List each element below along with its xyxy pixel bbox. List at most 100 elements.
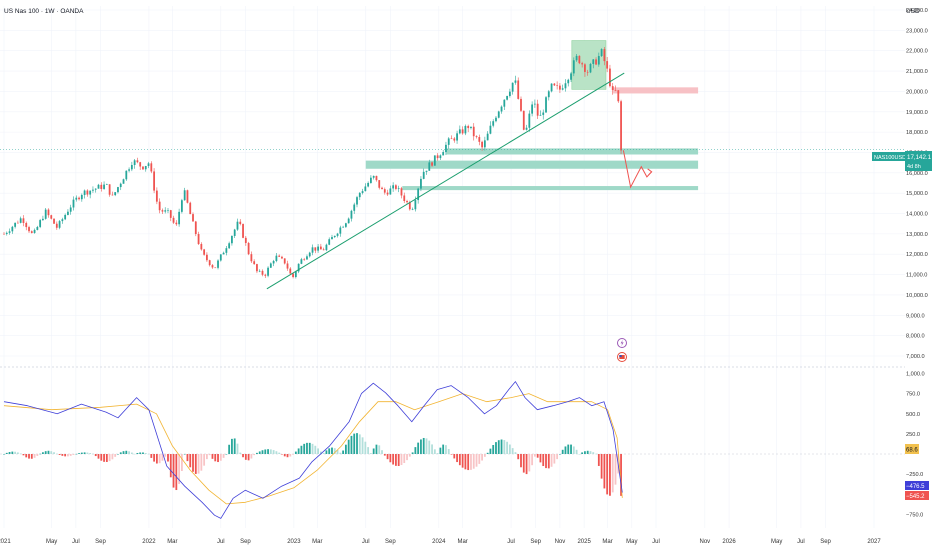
candle-body[interactable] — [236, 221, 239, 230]
candle-body[interactable] — [578, 55, 581, 64]
candle-body[interactable] — [425, 170, 428, 172]
candle-body[interactable] — [89, 190, 92, 195]
candle-body[interactable] — [125, 170, 128, 180]
candle-body[interactable] — [158, 201, 161, 211]
candle-body[interactable] — [595, 59, 597, 65]
candle-body[interactable] — [411, 209, 414, 210]
candle-body[interactable] — [144, 166, 147, 170]
candle-body[interactable] — [78, 197, 80, 200]
candle-body[interactable] — [256, 264, 258, 272]
candle-body[interactable] — [561, 88, 564, 90]
candle-body[interactable] — [525, 127, 528, 130]
candle-body[interactable] — [503, 99, 506, 107]
candle-body[interactable] — [105, 184, 108, 185]
candle-body[interactable] — [94, 188, 97, 190]
candle-body[interactable] — [370, 177, 372, 183]
candle-body[interactable] — [206, 254, 208, 261]
candle-body[interactable] — [219, 254, 222, 261]
candle-body[interactable] — [317, 246, 319, 251]
candle-body[interactable] — [522, 110, 525, 130]
candle-body[interactable] — [311, 247, 314, 253]
candle-body[interactable] — [414, 200, 417, 210]
candle-body[interactable] — [53, 218, 55, 224]
signal-line[interactable] — [3, 393, 623, 505]
candle-body[interactable] — [281, 256, 283, 259]
candle-body[interactable] — [194, 221, 197, 235]
candle-body[interactable] — [72, 199, 75, 208]
candle-body[interactable] — [75, 197, 78, 200]
candle-body[interactable] — [264, 274, 267, 276]
candle-body[interactable] — [467, 125, 470, 129]
candle-body[interactable] — [533, 103, 536, 105]
candle-body[interactable] — [406, 200, 408, 203]
candle-body[interactable] — [308, 252, 311, 257]
candle-body[interactable] — [528, 113, 531, 128]
candle-body[interactable] — [161, 210, 164, 212]
candle-body[interactable] — [397, 188, 400, 189]
macd-line[interactable] — [3, 381, 623, 519]
candle-body[interactable] — [445, 144, 447, 153]
candle-body[interactable] — [300, 259, 303, 264]
candle-body[interactable] — [408, 202, 411, 210]
candle-body[interactable] — [186, 190, 189, 203]
candle-body[interactable] — [153, 171, 155, 191]
candle-body[interactable] — [600, 49, 603, 57]
candle-body[interactable] — [439, 155, 442, 159]
candle-body[interactable] — [314, 247, 317, 251]
candle-body[interactable] — [119, 183, 122, 188]
candle-body[interactable] — [147, 163, 150, 167]
candle-body[interactable] — [431, 162, 433, 166]
candle-body[interactable] — [211, 265, 214, 268]
price-axis[interactable]: 7,000.0 8,000.0 9,000.0 10,000.0 11,000.0 12,… — [906, 8, 928, 518]
candle-body[interactable] — [400, 188, 403, 196]
candle-body[interactable] — [58, 221, 61, 228]
candle-body[interactable] — [217, 260, 219, 268]
candle-body[interactable] — [306, 256, 308, 260]
candle-body[interactable] — [347, 218, 350, 224]
candle-body[interactable] — [328, 239, 331, 245]
candle-body[interactable] — [86, 190, 89, 195]
candle-body[interactable] — [506, 96, 508, 100]
candle-body[interactable] — [436, 155, 439, 159]
candle-body[interactable] — [489, 125, 492, 134]
candle-body[interactable] — [14, 222, 17, 227]
candle-body[interactable] — [606, 61, 609, 69]
candle-body[interactable] — [97, 184, 100, 189]
candle-body[interactable] — [69, 207, 72, 212]
candle-body[interactable] — [19, 218, 22, 223]
candle-body[interactable] — [592, 59, 595, 64]
candle-body[interactable] — [189, 202, 192, 215]
candle-body[interactable] — [353, 204, 356, 211]
drawing-overlay[interactable] — [0, 72, 905, 290]
candle-body[interactable] — [475, 136, 478, 138]
candle-body[interactable] — [136, 160, 139, 163]
candle-body[interactable] — [44, 209, 47, 219]
candle-body[interactable] — [556, 85, 559, 86]
candle-body[interactable] — [542, 112, 545, 115]
candle-body[interactable] — [80, 194, 83, 200]
candle-body[interactable] — [586, 71, 589, 73]
candle-body[interactable] — [517, 80, 520, 99]
candle-body[interactable] — [358, 192, 361, 198]
candle-body[interactable] — [364, 186, 367, 192]
candle-body[interactable] — [325, 244, 328, 251]
candle-body[interactable] — [242, 224, 244, 238]
candle-body[interactable] — [567, 79, 570, 84]
candle-body[interactable] — [39, 220, 42, 227]
candle-body[interactable] — [333, 235, 336, 238]
candle-body[interactable] — [250, 254, 253, 262]
candle-body[interactable] — [303, 259, 306, 260]
candle-body[interactable] — [225, 248, 228, 253]
candle-body[interactable] — [367, 182, 370, 187]
candle-body[interactable] — [83, 190, 86, 195]
candle-body[interactable] — [589, 63, 592, 73]
candle-body[interactable] — [261, 270, 264, 275]
candle-body[interactable] — [531, 104, 534, 114]
candle-body[interactable] — [319, 246, 322, 250]
candle-body[interactable] — [178, 211, 181, 225]
candle-body[interactable] — [16, 222, 19, 224]
candle-body[interactable] — [433, 155, 436, 166]
candle-body[interactable] — [267, 267, 269, 276]
candle-body[interactable] — [464, 125, 467, 134]
candle-body[interactable] — [617, 90, 620, 102]
